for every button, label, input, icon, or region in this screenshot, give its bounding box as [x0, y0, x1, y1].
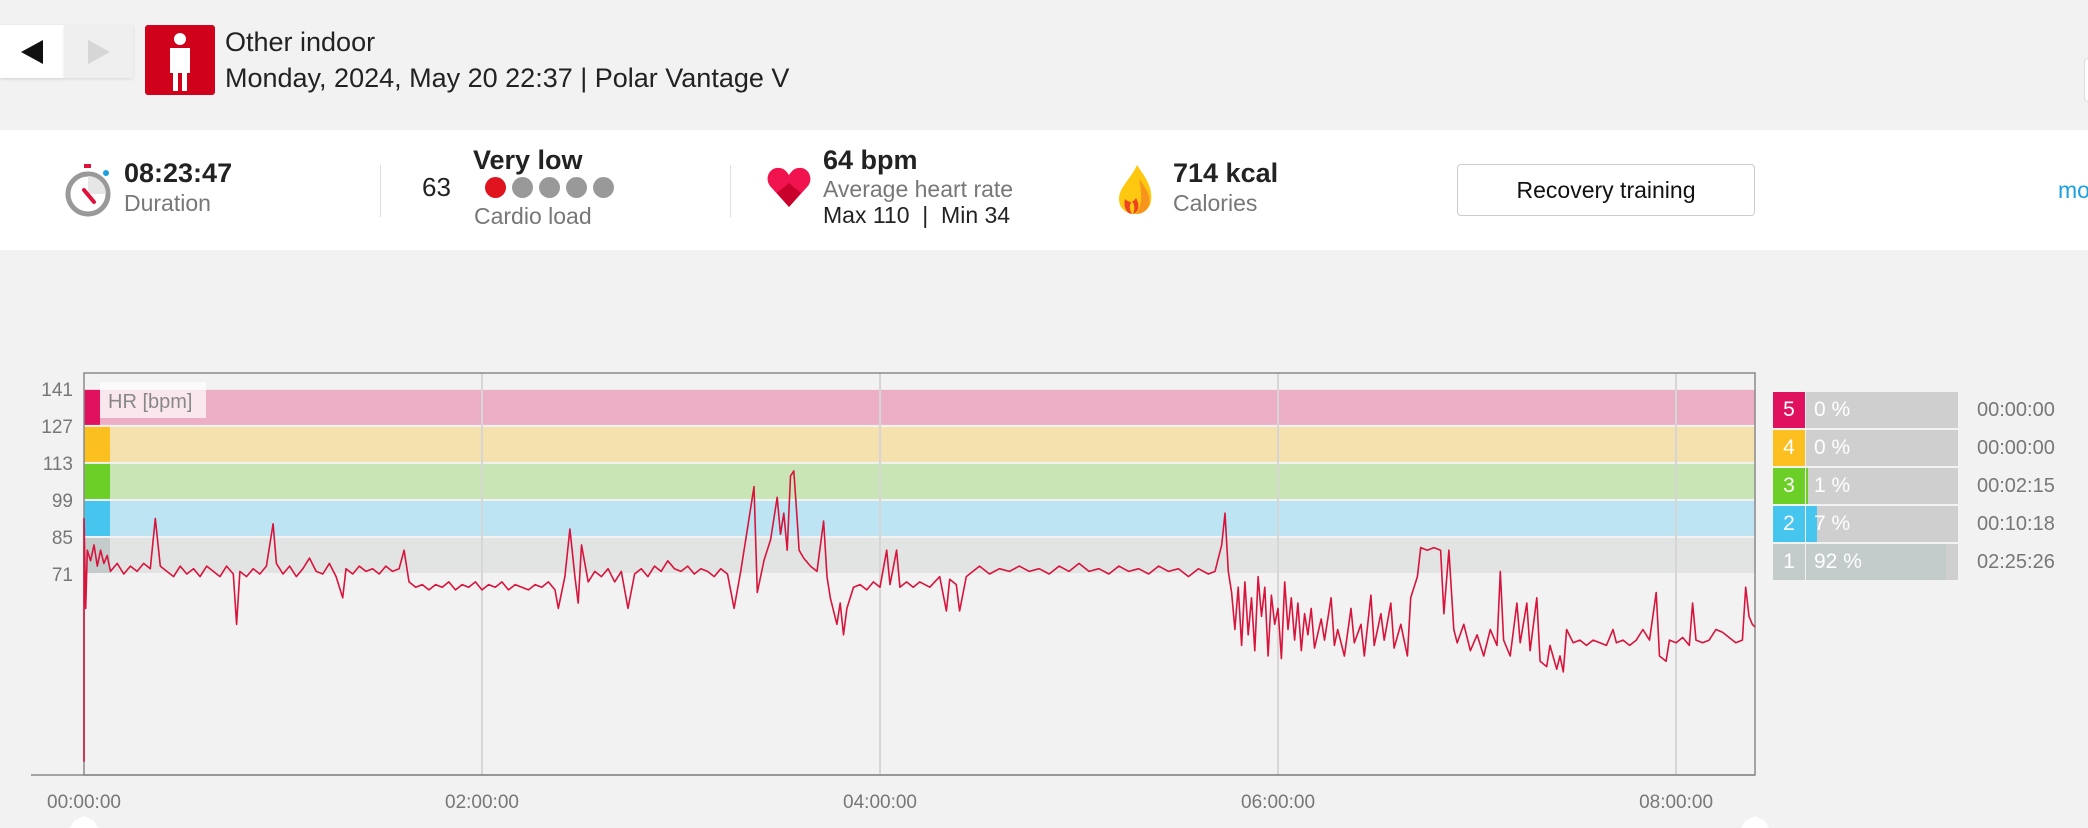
heart-rate-chart: 141 127 113 99 85 71 00:00:00 02:00:00 04:00:00…: [31, 372, 1769, 828]
zone-time: 00:00:00: [1977, 399, 2055, 421]
x-tick-label: 00:00:00: [47, 792, 121, 813]
avg-hr-value: 64 bpm: [823, 145, 918, 175]
cardio-load-dot: [566, 177, 587, 198]
zone-percent: 0 %: [1814, 398, 1851, 421]
range-start-handle[interactable]: [70, 816, 98, 828]
session-subtitle: Monday, 2024, May 20 22:37 | Polar Vanta…: [225, 63, 790, 93]
zone-row-5: 5 0 %: [1773, 392, 1959, 428]
cardio-load-dot: [593, 177, 614, 198]
heart-icon: [767, 166, 811, 213]
zone-number: 2: [1773, 506, 1805, 542]
hr-max-min: Max 110 | Min 34: [823, 202, 1011, 228]
zone-number: 3: [1773, 468, 1805, 504]
avg-hr-label: Average heart rate: [823, 176, 1014, 202]
zone-bar: 0 %: [1806, 430, 1958, 466]
series-label: HR [bpm]: [108, 391, 192, 413]
stopwatch-icon: [65, 163, 115, 223]
zone-marker-4: [84, 426, 110, 462]
zone-bar: 0 %: [1806, 392, 1958, 428]
zone-percent: 0 %: [1814, 436, 1851, 459]
edge-panel: [2084, 58, 2088, 102]
zone-marker-3: [84, 463, 110, 499]
y-tick-label: 85: [52, 528, 73, 549]
x-tick-label: 06:00:00: [1241, 792, 1315, 813]
divider: [380, 165, 381, 217]
zone-band-2: [84, 500, 1755, 536]
zone-percent: 1 %: [1814, 474, 1851, 497]
cardio-load-dot: [485, 177, 506, 198]
zone-band-5: [84, 389, 1755, 425]
zone-number: 5: [1773, 392, 1805, 428]
zone-percent: 92 %: [1814, 550, 1862, 573]
y-tick-label: 113: [43, 454, 73, 475]
cardio-load-value: 63: [422, 172, 451, 202]
y-tick-label: 71: [52, 565, 73, 586]
person-standing-icon: [145, 25, 215, 95]
zone-band-3: [84, 463, 1755, 499]
zone-number: 4: [1773, 430, 1805, 466]
cardio-load-dot: [512, 177, 533, 198]
zone-percent: 7 %: [1814, 512, 1851, 535]
zone-bar: 7 %: [1806, 506, 1958, 542]
y-tick-label: 99: [52, 491, 73, 512]
zone-row-4: 4 0 %: [1773, 430, 1959, 466]
x-tick-label: 04:00:00: [843, 792, 917, 813]
sport-title: Other indoor: [225, 27, 376, 57]
flame-icon: [1117, 163, 1153, 220]
y-tick-label: 141: [41, 380, 73, 401]
triangle-right-icon: [87, 39, 110, 64]
series-label-box: [100, 382, 206, 418]
y-tick-label: 127: [41, 417, 73, 438]
divider: [730, 165, 731, 217]
zone-row-3: 3 1 %: [1773, 468, 1959, 504]
zone-bar: 92 %: [1806, 544, 1958, 580]
zone-band-1: [84, 537, 1755, 573]
x-tick-label: 08:00:00: [1639, 792, 1713, 813]
zone-marker-2: [84, 500, 110, 536]
duration-value: 08:23:47: [124, 158, 233, 188]
next-session-button[interactable]: [64, 25, 133, 78]
zone-time: 00:00:00: [1977, 437, 2055, 459]
triangle-left-icon: [21, 39, 43, 64]
zone-time: 02:25:26: [1977, 551, 2055, 573]
more-link[interactable]: mo: [2058, 177, 2088, 203]
cardio-load-level: Very low: [473, 145, 583, 175]
zone-marker-5: [84, 389, 100, 425]
zone-bar: 1 %: [1806, 468, 1958, 504]
training-benefit-button[interactable]: Recovery training: [1457, 164, 1755, 216]
zone-time: 00:02:15: [1977, 475, 2055, 497]
zone-row-2: 2 7 %: [1773, 506, 1959, 542]
hr-series-line: [83, 470, 1756, 762]
calories-label: Calories: [1173, 190, 1258, 216]
zone-bar-fill: [1806, 506, 1817, 542]
zone-band-4: [84, 426, 1755, 462]
zone-bar-fill: [1806, 468, 1808, 504]
range-end-handle[interactable]: [1741, 816, 1769, 828]
zone-bar-fill: [1806, 544, 1946, 580]
cardio-load-label: Cardio load: [474, 203, 592, 229]
zone-time: 00:10:18: [1977, 513, 2055, 535]
cardio-load-dot: [539, 177, 560, 198]
zone-row-1: 1 92 %: [1773, 544, 1959, 580]
x-tick-label: 02:00:00: [445, 792, 519, 813]
previous-session-button[interactable]: [0, 25, 64, 78]
duration-label: Duration: [124, 190, 211, 216]
zone-number: 1: [1773, 544, 1805, 580]
calories-value: 714 kcal: [1173, 158, 1279, 188]
